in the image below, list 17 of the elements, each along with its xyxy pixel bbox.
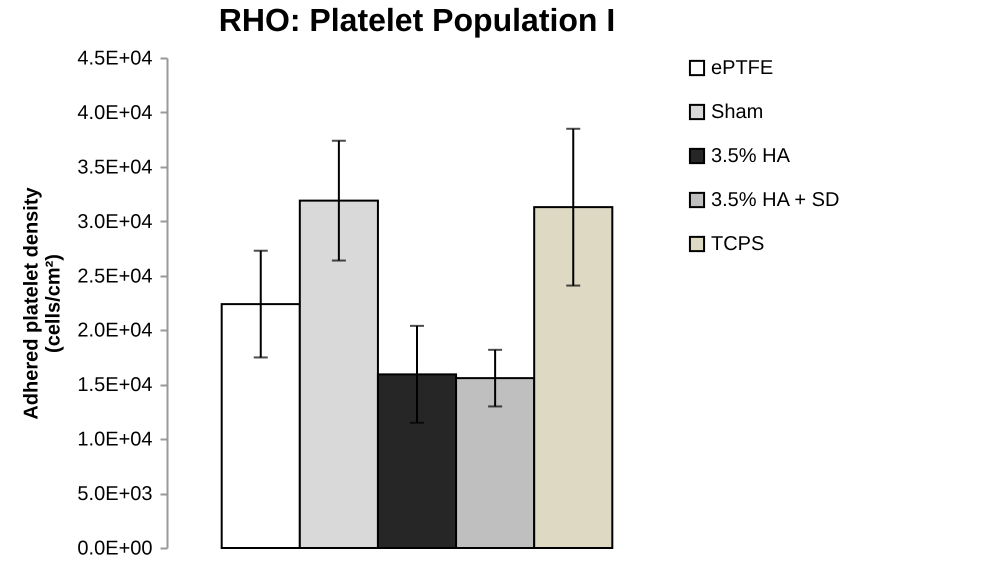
chart-title: RHO: Platelet Population I (218, 2, 616, 38)
y-tick-label: 3.0E+04 (77, 210, 152, 233)
y-tick-label: 2.5E+04 (77, 265, 152, 288)
legend-label: Sham (711, 101, 764, 123)
y-tick-label: 5.0E+03 (77, 483, 152, 506)
y-tick-label: 4.0E+04 (77, 102, 152, 124)
legend-label: ePTFE (711, 57, 774, 79)
y-tick-label: 4.5E+04 (77, 48, 152, 70)
y-tick-label: 3.5E+04 (77, 156, 152, 178)
y-axis-title: Adhered platelet density (cells/cm²) (20, 186, 64, 420)
legend-label: 3.5% HA + SD (711, 189, 840, 211)
y-tick-label: 1.5E+04 (77, 374, 152, 396)
legend-label: 3.5% HA (711, 145, 791, 167)
y-tick-label: 2.0E+04 (77, 320, 152, 342)
y-tick-label: 0.0E+00 (77, 538, 152, 560)
y-tick-label: 1.0E+04 (77, 428, 152, 451)
legend-label: TCPS (711, 233, 764, 255)
